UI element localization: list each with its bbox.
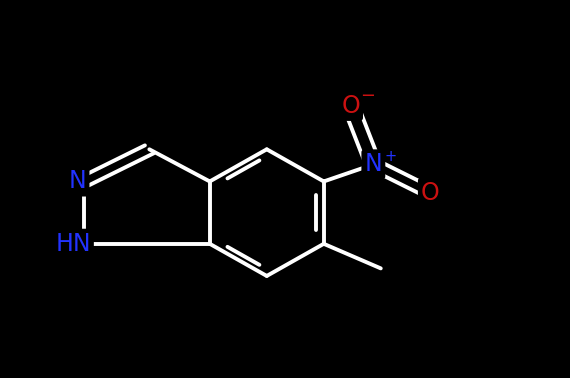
Text: O: O	[421, 181, 439, 205]
Text: N: N	[364, 152, 382, 177]
Text: O: O	[341, 94, 360, 118]
Text: +: +	[384, 149, 397, 164]
Text: HN: HN	[55, 232, 91, 256]
Text: −: −	[360, 87, 375, 105]
Text: N: N	[68, 169, 87, 194]
